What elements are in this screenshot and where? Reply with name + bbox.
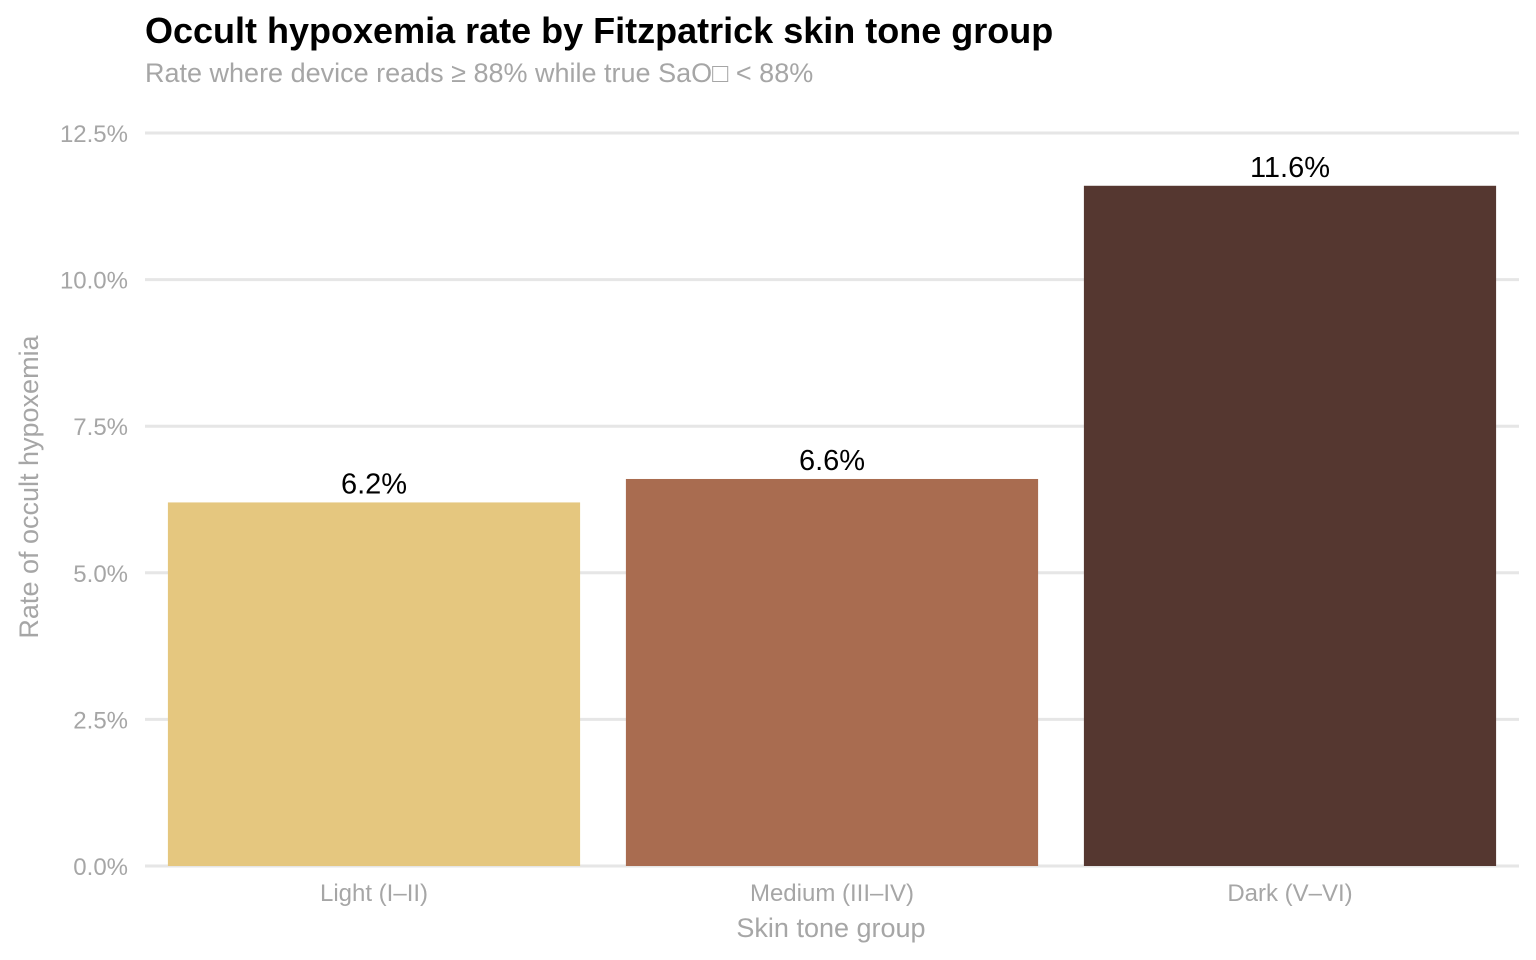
- y-tick-label: 12.5%: [60, 121, 128, 148]
- y-tick-label: 0.0%: [73, 854, 128, 881]
- bar-value-label: 6.2%: [341, 468, 407, 500]
- x-tick-label: Dark (V–VI): [1227, 880, 1352, 907]
- bar: [167, 502, 581, 866]
- chart-title: Occult hypoxemia rate by Fitzpatrick ski…: [145, 10, 1054, 51]
- bar: [625, 478, 1039, 866]
- chart-subtitle: Rate where device reads ≥ 88% while true…: [145, 58, 814, 88]
- y-axis-ticks: 0.0% 2.5% 5.0% 7.5% 10.0% 12.5%: [60, 121, 128, 881]
- bars: [167, 185, 1497, 866]
- bar-value-label: 6.6%: [799, 445, 865, 477]
- y-tick-label: 5.0%: [73, 561, 128, 588]
- bar: [1083, 185, 1497, 866]
- y-tick-label: 2.5%: [73, 707, 128, 734]
- x-tick-label: Medium (III–IV): [750, 880, 914, 907]
- x-axis-title: Skin tone group: [736, 913, 925, 943]
- y-tick-label: 7.5%: [73, 414, 128, 441]
- x-tick-label: Light (I–II): [320, 880, 428, 907]
- x-axis-ticks: Light (I–II) Medium (III–IV) Dark (V–VI): [320, 880, 1353, 907]
- y-tick-label: 10.0%: [60, 268, 128, 295]
- bar-value-labels: 6.2% 6.6% 11.6%: [341, 152, 1330, 501]
- bar-value-label: 11.6%: [1250, 152, 1330, 184]
- y-axis-title: Rate of occult hypoxemia: [14, 334, 44, 638]
